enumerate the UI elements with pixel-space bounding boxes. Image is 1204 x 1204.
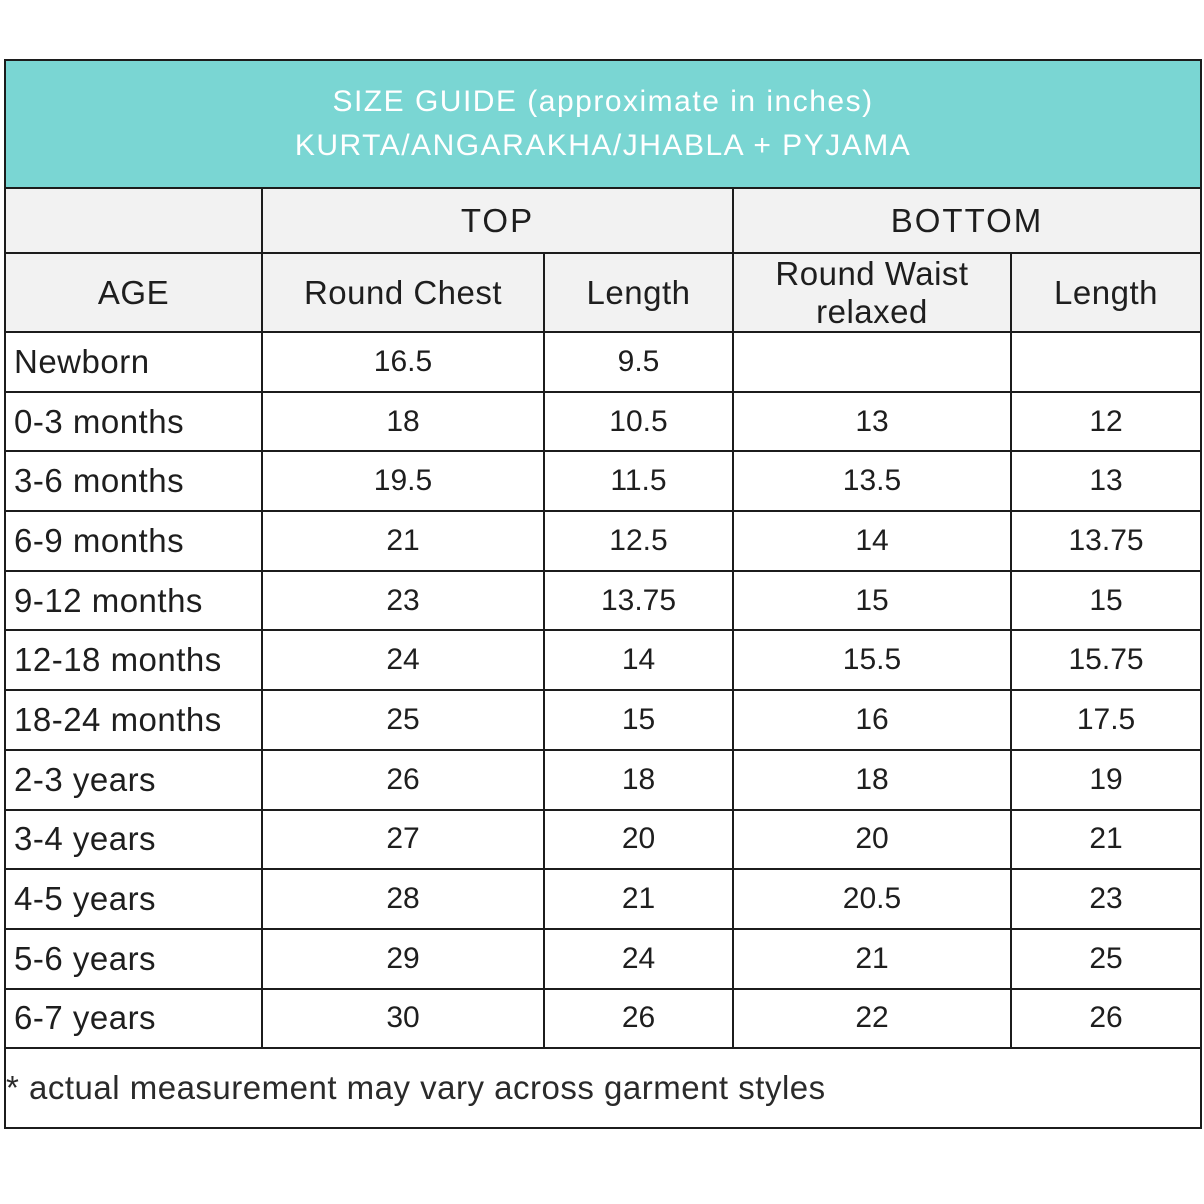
table-row: Newborn 16.5 9.5 xyxy=(4,331,1203,393)
value-cell: 26 xyxy=(1009,987,1203,1050)
age-cell: 5-6 years xyxy=(4,927,263,990)
value-cell: 18 xyxy=(732,748,1012,811)
value-cell: 18 xyxy=(261,390,545,453)
value-cell: 28 xyxy=(261,868,545,930)
column-header-age: AGE xyxy=(4,252,263,333)
age-cell: 12-18 months xyxy=(4,629,263,692)
value-cell: 27 xyxy=(261,808,545,871)
value-cell: 10.5 xyxy=(543,390,734,453)
age-cell: 0-3 months xyxy=(4,390,263,453)
value-cell: 18 xyxy=(543,748,734,811)
banner-title-line1: SIZE GUIDE (approximate in inches) xyxy=(332,85,874,118)
size-guide-table: SIZE GUIDE (approximate in inches) KURTA… xyxy=(3,59,1203,1130)
table-row: 6-9 months 21 12.5 14 13.75 xyxy=(4,510,1203,572)
value-cell: 20 xyxy=(543,808,734,871)
value-cell: 16.5 xyxy=(261,331,545,393)
table-row: 3-6 months 19.5 11.5 13.5 13 xyxy=(4,450,1203,513)
table-row: 9-12 months 23 13.75 15 15 xyxy=(4,569,1203,632)
table-row: 4-5 years 28 21 20.5 23 xyxy=(4,868,1203,930)
value-cell: 23 xyxy=(1009,868,1203,930)
age-cell: 3-6 months xyxy=(4,450,263,513)
age-cell: 3-4 years xyxy=(4,808,263,871)
value-cell: 13.5 xyxy=(732,450,1012,513)
value-cell: 26 xyxy=(261,748,545,811)
value-cell: 15.5 xyxy=(732,629,1012,692)
group-header-bottom: BOTTOM xyxy=(731,187,1203,254)
value-cell: 24 xyxy=(261,629,545,692)
value-cell: 12 xyxy=(1009,390,1203,453)
value-cell: 21 xyxy=(1009,808,1203,871)
value-cell: 14 xyxy=(732,510,1012,572)
age-cell: 6-7 years xyxy=(4,987,263,1050)
value-cell: 13.75 xyxy=(543,569,734,632)
age-cell: 9-12 months xyxy=(4,569,263,632)
table-row: 18-24 months 25 15 16 17.5 xyxy=(4,689,1203,751)
value-cell: 19.5 xyxy=(261,450,545,513)
value-cell: 17.5 xyxy=(1009,689,1203,751)
group-header-row: TOP BOTTOM xyxy=(4,187,1203,254)
table-row: 0-3 months 18 10.5 13 12 xyxy=(4,390,1203,453)
table-row: 2-3 years 26 18 18 19 xyxy=(4,748,1203,811)
age-cell: 2-3 years xyxy=(4,748,263,811)
column-header-row: AGE Round Chest Length Round Waist relax… xyxy=(4,252,1203,333)
value-cell: 13 xyxy=(1009,450,1203,513)
value-cell: 24 xyxy=(543,927,734,990)
column-header-bottom-length: Length xyxy=(1009,252,1203,333)
value-cell: 25 xyxy=(261,689,545,751)
value-cell: 13 xyxy=(732,390,1012,453)
value-cell: 15 xyxy=(732,569,1012,632)
value-cell: 25 xyxy=(1009,927,1203,990)
table-row: 3-4 years 27 20 20 21 xyxy=(4,808,1203,871)
value-cell: 20 xyxy=(732,808,1012,871)
value-cell: 14 xyxy=(543,629,734,692)
value-cell: 9.5 xyxy=(543,331,734,393)
value-cell: 21 xyxy=(543,868,734,930)
value-cell: 13.75 xyxy=(1009,510,1203,572)
group-header-top: TOP xyxy=(261,187,734,254)
value-cell: 23 xyxy=(261,569,545,632)
value-cell: 19 xyxy=(1009,748,1203,811)
value-cell: 21 xyxy=(732,927,1012,990)
value-cell: 29 xyxy=(261,927,545,990)
value-cell: 11.5 xyxy=(543,450,734,513)
value-cell: 30 xyxy=(261,987,545,1050)
age-cell: Newborn xyxy=(4,331,263,393)
footnote-text: * actual measurement may vary across gar… xyxy=(3,1047,1203,1130)
column-header-round-waist: Round Waist relaxed xyxy=(732,252,1012,333)
value-cell: 26 xyxy=(543,987,734,1050)
column-header-top-length: Length xyxy=(543,252,734,333)
banner-title-line2: KURTA/ANGARAKHA/JHABLA + PYJAMA xyxy=(294,129,912,162)
table-row: 5-6 years 29 24 21 25 xyxy=(4,927,1203,990)
value-cell: 21 xyxy=(261,510,545,572)
value-cell: 12.5 xyxy=(543,510,734,572)
age-cell: 6-9 months xyxy=(4,510,263,572)
table-row: 6-7 years 30 26 22 26 xyxy=(4,987,1203,1050)
size-guide: SIZE GUIDE (approximate in inches) KURTA… xyxy=(3,59,1203,1130)
value-cell xyxy=(732,331,1012,393)
corner-cell-empty xyxy=(4,187,263,254)
value-cell: 15 xyxy=(1009,569,1203,632)
value-cell: 20.5 xyxy=(732,868,1012,930)
age-cell: 18-24 months xyxy=(4,689,263,751)
table-row: 12-18 months 24 14 15.5 15.75 xyxy=(4,629,1203,692)
value-cell: 15 xyxy=(543,689,734,751)
footnote-row: * actual measurement may vary across gar… xyxy=(3,1047,1203,1130)
age-cell: 4-5 years xyxy=(4,868,263,930)
value-cell xyxy=(1009,331,1203,393)
value-cell: 16 xyxy=(732,689,1012,751)
value-cell: 22 xyxy=(732,987,1012,1050)
banner: SIZE GUIDE (approximate in inches) KURTA… xyxy=(3,59,1203,189)
banner-row: SIZE GUIDE (approximate in inches) KURTA… xyxy=(3,59,1203,189)
column-header-round-chest: Round Chest xyxy=(261,252,545,333)
value-cell: 15.75 xyxy=(1009,629,1203,692)
